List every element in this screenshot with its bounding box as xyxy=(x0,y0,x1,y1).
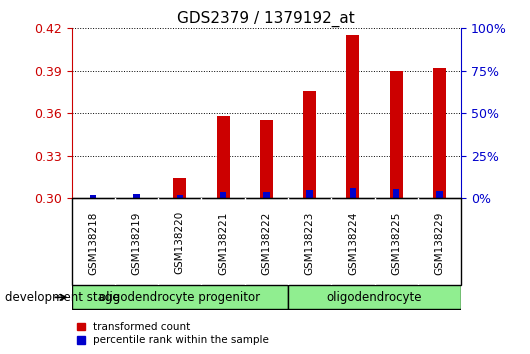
Bar xyxy=(350,188,356,198)
Text: GSM138218: GSM138218 xyxy=(88,211,98,275)
Title: GDS2379 / 1379192_at: GDS2379 / 1379192_at xyxy=(178,11,355,27)
Bar xyxy=(436,190,443,198)
Text: GSM138220: GSM138220 xyxy=(175,211,185,274)
Legend: transformed count, percentile rank within the sample: transformed count, percentile rank withi… xyxy=(77,322,269,345)
Bar xyxy=(217,116,229,198)
Text: GSM138224: GSM138224 xyxy=(348,211,358,275)
Bar xyxy=(176,195,183,198)
Bar xyxy=(173,178,186,198)
Text: GSM138225: GSM138225 xyxy=(391,211,401,275)
FancyBboxPatch shape xyxy=(72,285,288,309)
Text: development stage: development stage xyxy=(5,291,120,304)
Text: GSM138222: GSM138222 xyxy=(261,211,271,275)
Bar xyxy=(220,192,226,198)
Text: GSM138221: GSM138221 xyxy=(218,211,228,275)
Bar xyxy=(306,190,313,198)
Bar xyxy=(90,195,96,198)
Bar xyxy=(133,194,140,198)
Bar xyxy=(390,71,403,198)
Text: GSM138229: GSM138229 xyxy=(435,211,445,275)
Text: GSM138219: GSM138219 xyxy=(131,211,142,275)
Bar xyxy=(260,120,273,198)
Bar xyxy=(347,35,359,198)
Bar xyxy=(303,91,316,198)
Bar xyxy=(433,68,446,198)
Text: GSM138223: GSM138223 xyxy=(305,211,315,275)
FancyBboxPatch shape xyxy=(288,285,461,309)
Bar xyxy=(393,189,400,198)
Bar xyxy=(263,192,270,198)
Text: oligodendrocyte progenitor: oligodendrocyte progenitor xyxy=(99,291,260,304)
Text: oligodendrocyte: oligodendrocyte xyxy=(327,291,422,304)
